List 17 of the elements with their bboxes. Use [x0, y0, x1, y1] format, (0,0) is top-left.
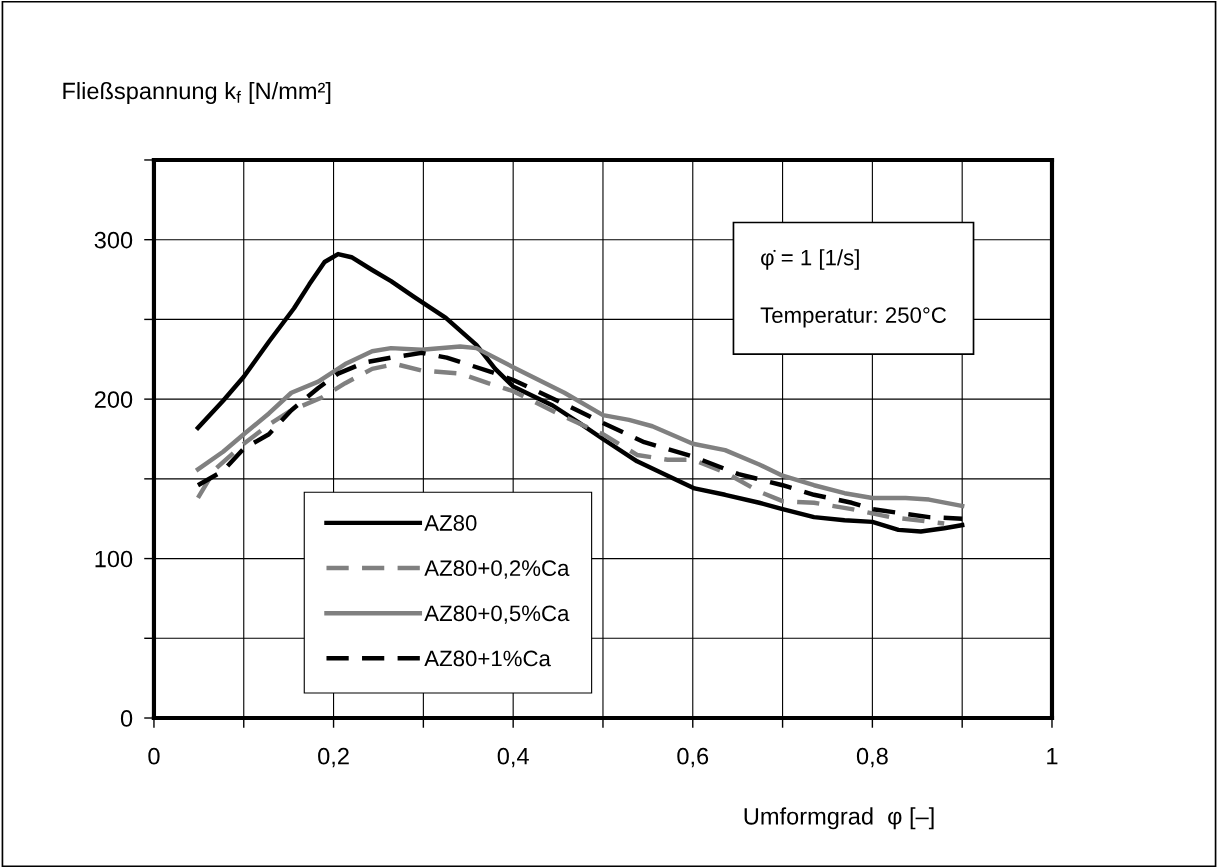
x-axis-title: Umformgrad φ [–]	[744, 807, 934, 830]
y-tick-label: 300	[94, 231, 133, 249]
x-tick-label: 0,8	[856, 747, 888, 768]
legend-label: AZ80+1%Ca	[424, 650, 551, 667]
y-axis-title: Fließspannung k$_{f}$ [N/mm²]	[63, 81, 331, 104]
x-tick-label: 0,4	[497, 747, 529, 768]
x-tick-label: 0	[148, 747, 160, 765]
legend-label: AZ80	[424, 515, 477, 531]
y-tick-label: 200	[94, 391, 133, 408]
text: φ̇ = 1 [1/s] Temperatur: 250°C	[760, 249, 947, 328]
x-tick-label: 0,2	[318, 747, 349, 768]
y-tick-label: 100	[95, 550, 133, 568]
legend-label: AZ80+0,2%Ca	[424, 560, 570, 579]
x-tick-label: 1	[1047, 748, 1058, 765]
legend-label: AZ80+0,5%Ca	[424, 605, 570, 624]
y-tick-label: 0	[120, 710, 133, 727]
x-tick-label: 0,6	[677, 747, 709, 768]
